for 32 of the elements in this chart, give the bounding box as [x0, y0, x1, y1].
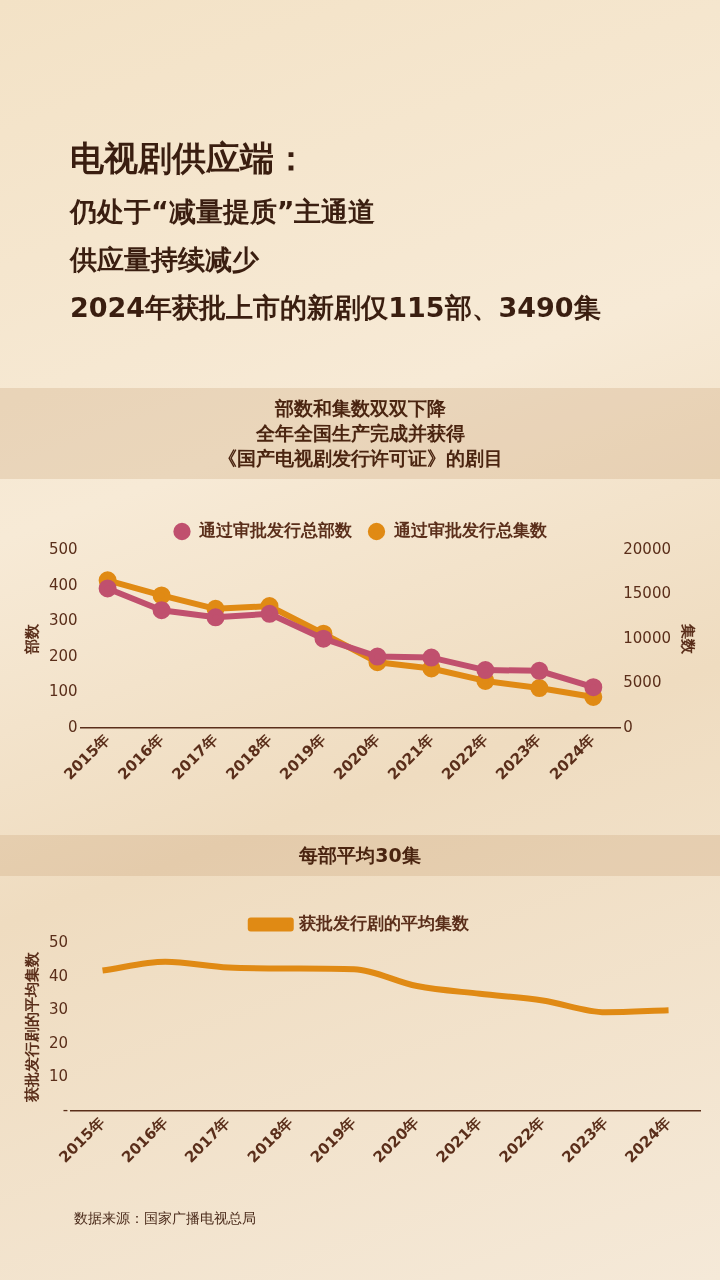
text: 仍处于“减量提质”主通道 — [70, 195, 377, 229]
text: 电视剧供应端： — [70, 137, 309, 180]
chart-title: 每部平均30集 — [0, 835, 720, 876]
legend-label: 获批发行剧的平均集数 — [298, 912, 471, 933]
chart-subtitle: 全年全国生产完成并获得 — [254, 421, 466, 446]
y2-axis-title: 集数 — [679, 623, 698, 656]
y-axis-title: 部数 — [22, 623, 41, 656]
y2-tick-label: 0 — [623, 718, 633, 737]
y-tick-label: 40 — [48, 966, 69, 985]
y2-tick-label: 5000 — [623, 673, 662, 692]
y2-tick-label: 15000 — [623, 584, 671, 603]
text: 《国产电视剧发行许可证》的剧目 — [216, 446, 504, 471]
legend-label: 通过审批发行总部数 — [198, 519, 353, 540]
y-tick-label: 500 — [48, 539, 78, 558]
y-tick-label: 300 — [48, 611, 78, 630]
y2-tick-label: 20000 — [623, 539, 671, 558]
y-tick-label: 50 — [48, 932, 69, 951]
y-tick-label: - — [62, 1101, 69, 1120]
y-tick-label: 20 — [48, 1033, 69, 1052]
y-tick-label: 200 — [48, 646, 78, 665]
y2-tick-label: 10000 — [623, 628, 671, 647]
y-tick-label: 400 — [48, 575, 78, 594]
chart-title: 部数和集数双双下降 — [273, 396, 447, 421]
text: 供应量持续减少 — [70, 243, 260, 277]
y-axis-title: 获批发行剧的平均集数 — [22, 951, 41, 1104]
y-tick-label: 30 — [48, 1000, 69, 1019]
y-tick-label: 10 — [48, 1067, 69, 1086]
y-tick-label: 0 — [68, 718, 78, 737]
text: 2024年获批上市的新剧仅115部、3490集 — [70, 291, 602, 325]
legend-label: 通过审批发行总集数 — [392, 519, 548, 540]
y-tick-label: 100 — [48, 682, 78, 701]
source-note: 数据来源：国家广播电视总局 — [74, 1210, 257, 1228]
